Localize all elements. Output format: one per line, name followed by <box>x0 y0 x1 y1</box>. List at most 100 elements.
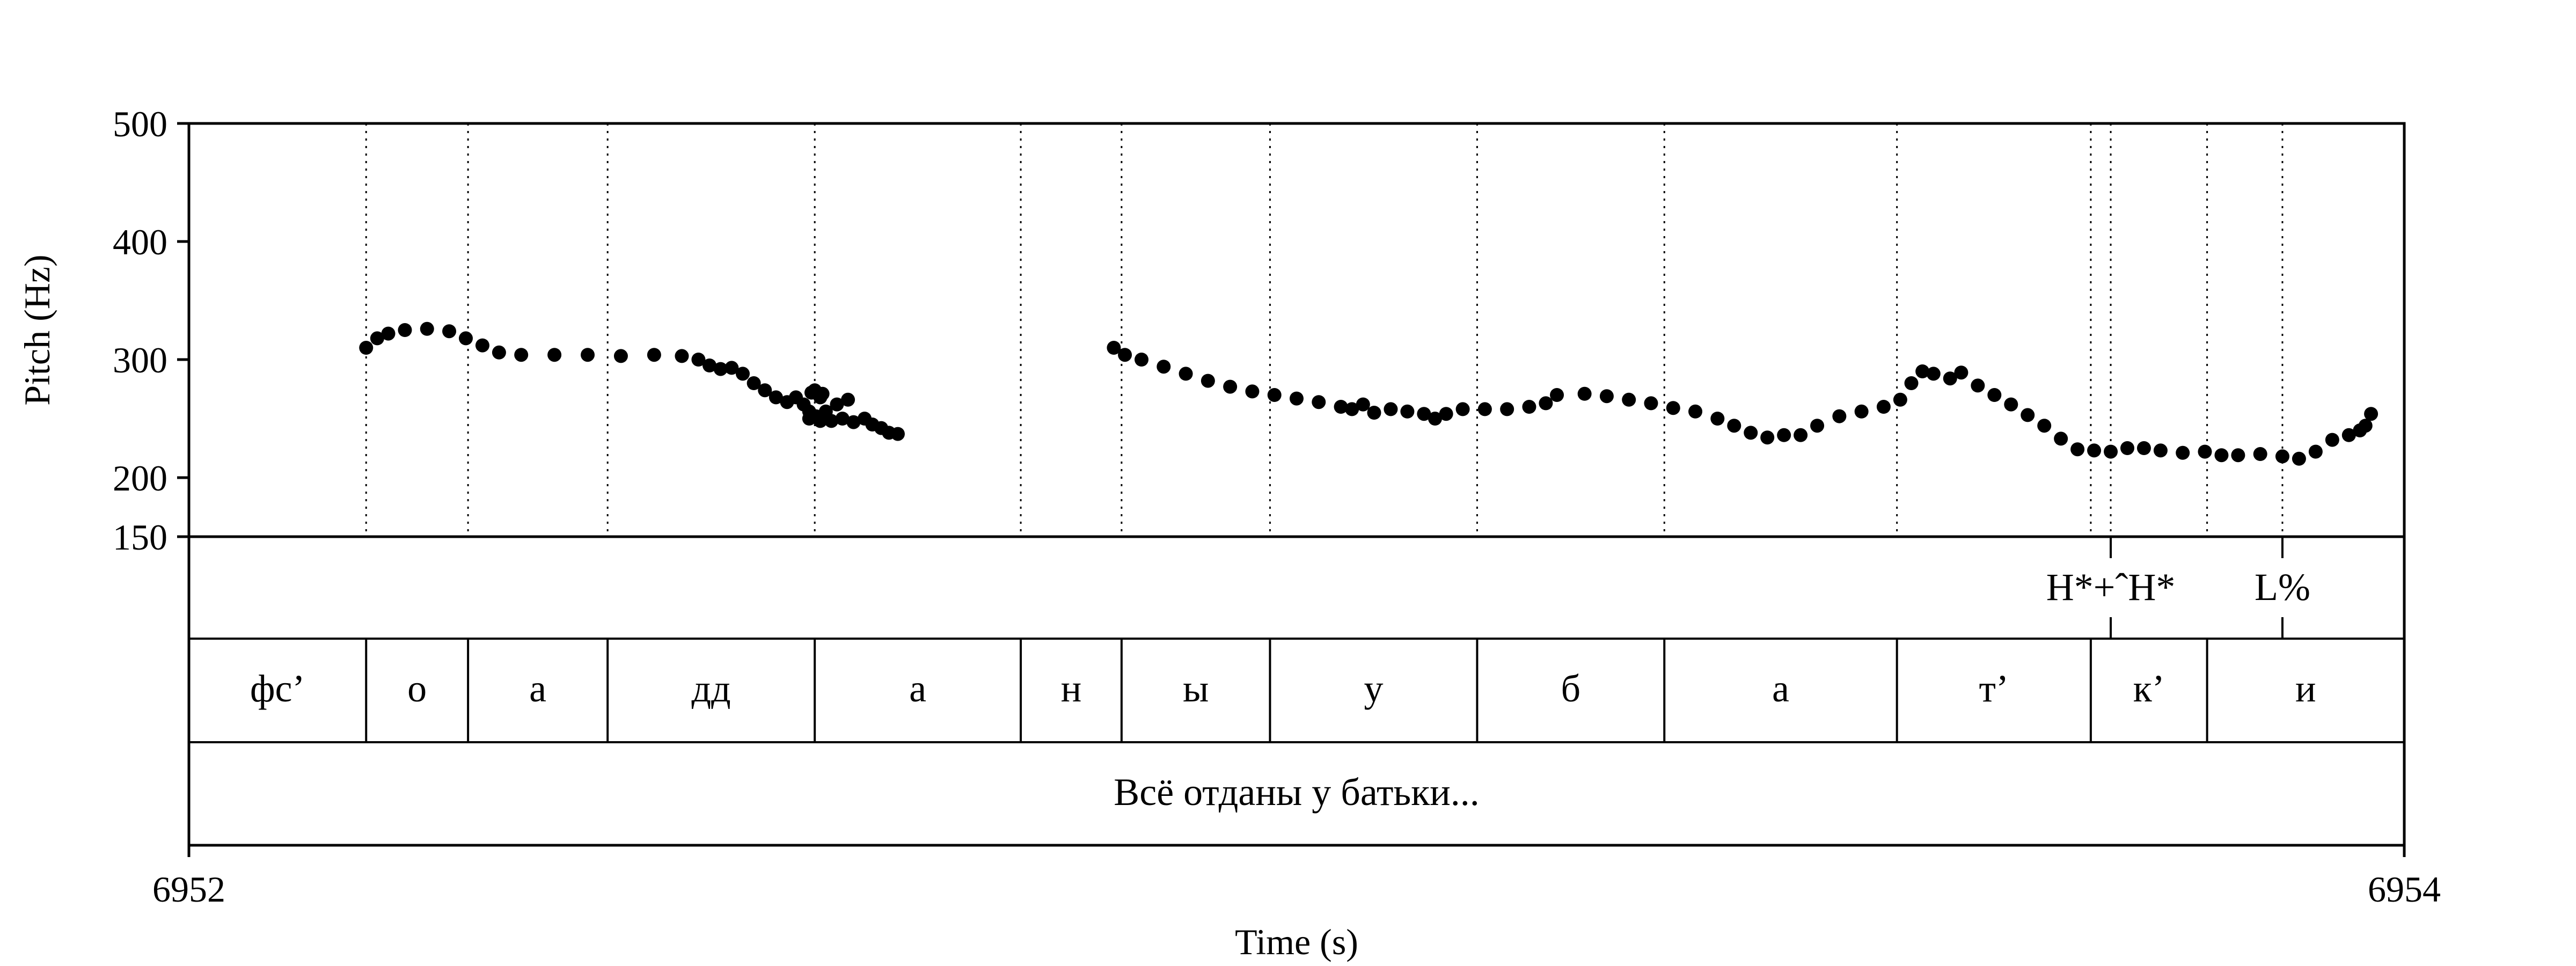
pitch-point <box>1179 367 1193 381</box>
pitch-point <box>1599 389 1614 404</box>
pitch-point <box>713 362 728 376</box>
pitch-point <box>2198 444 2212 459</box>
pitch-point <box>1428 412 1442 426</box>
pitch-point <box>514 348 529 362</box>
pitch-point <box>2358 419 2373 433</box>
sentence-label: Всё отданы у батьки... <box>1114 771 1480 814</box>
pitch-point <box>1477 402 1492 416</box>
pitch-point <box>1455 402 1470 416</box>
pitch-point <box>675 349 689 363</box>
phone-label: дд <box>692 667 731 710</box>
pitch-point <box>442 324 457 339</box>
pitch-point <box>2054 431 2068 446</box>
pitch-point <box>2292 451 2306 466</box>
pitch-point <box>547 348 562 362</box>
phone-label: о <box>407 667 427 710</box>
pitch-point <box>890 427 905 441</box>
pitch-point <box>1290 391 1304 406</box>
pitch-point <box>1345 402 1359 416</box>
phone-label: и <box>2295 667 2316 710</box>
pitch-point <box>736 367 750 381</box>
pitch-point <box>1943 371 1957 386</box>
phone-label: т’ <box>1979 667 2009 710</box>
pitch-point <box>1400 404 1415 419</box>
pitch-point <box>381 326 396 341</box>
pitch-point <box>1710 412 1725 426</box>
pitch-panel-frame <box>187 122 2406 538</box>
pitch-point <box>1727 419 1741 433</box>
pitch-point <box>2153 443 2168 458</box>
tone-label: H*+ˆH* <box>2046 566 2176 609</box>
pitch-point <box>1971 378 1985 393</box>
pitch-point <box>2176 445 2190 460</box>
pitch-point <box>459 331 473 346</box>
pitch-point <box>724 361 739 375</box>
tier-frame <box>187 535 2406 847</box>
phone-label: н <box>1061 667 1082 710</box>
pitch-point <box>1832 409 1847 423</box>
y-tick-label: 500 <box>113 104 167 144</box>
pitch-point <box>1550 388 1564 402</box>
pitch-point <box>691 353 706 367</box>
pitch-point <box>2214 448 2229 463</box>
pitch-point <box>1384 402 1398 416</box>
pitch-point <box>370 331 384 346</box>
pitch-point <box>2004 397 2018 412</box>
pitch-point <box>581 348 595 362</box>
pitch-point <box>1118 348 1132 362</box>
pitch-point <box>2120 441 2134 455</box>
pitch-point <box>1794 428 1808 442</box>
pitch-point <box>830 397 844 412</box>
pitch-point <box>2037 419 2052 433</box>
pitch-point <box>1810 419 1825 433</box>
y-tick-label: 150 <box>113 517 167 558</box>
pitch-point <box>1367 406 1381 420</box>
pitch-point <box>2325 433 2339 447</box>
pitch-point <box>2231 448 2245 463</box>
pitch-point <box>824 414 839 428</box>
y-tick-label: 400 <box>113 222 167 262</box>
pitch-point <box>1915 364 1930 378</box>
pitch-point <box>475 338 489 353</box>
pitch-point <box>2275 449 2289 464</box>
phone-label: фс’ <box>250 667 305 710</box>
pitch-point <box>1893 392 1907 407</box>
x-tick-label: 6954 <box>2368 869 2441 910</box>
pitch-point <box>2341 428 2356 442</box>
pitch-point <box>1223 379 1238 394</box>
pitch-point <box>359 341 374 355</box>
pitch-point <box>1954 365 1968 380</box>
phone-label: к’ <box>2133 667 2165 710</box>
pitch-point <box>2136 441 2151 455</box>
pitch-point <box>420 321 434 336</box>
pitch-point <box>1904 376 1919 390</box>
pitch-point <box>1312 395 1326 409</box>
pitch-point <box>1622 392 1636 407</box>
pitch-point <box>2021 408 2035 422</box>
pitch-point <box>2308 444 2323 459</box>
y-axis-label: Pitch (Hz) <box>17 254 57 405</box>
pitch-point <box>1107 341 1121 355</box>
pitch-point <box>1267 388 1282 402</box>
pitch-point <box>846 415 861 429</box>
pitch-point <box>1245 384 1260 399</box>
pitch-point <box>1777 428 1791 442</box>
x-axis-label: Time (s) <box>1235 921 1358 962</box>
pitch-point <box>758 383 772 398</box>
pitch-point <box>492 345 506 360</box>
phone-label: а <box>1772 667 1789 710</box>
pitch-point <box>809 409 823 423</box>
pitch-point <box>702 358 717 372</box>
pitch-point <box>815 386 830 401</box>
pitch-point <box>1439 407 1453 421</box>
pitch-point <box>1854 404 1869 419</box>
pitch-point <box>1744 426 1758 440</box>
pitch-point <box>1522 400 1536 414</box>
pitch-point <box>398 323 412 337</box>
phone-label: а <box>909 667 926 710</box>
pitch-point <box>1644 396 1658 411</box>
pitch-point <box>1577 386 1592 401</box>
pitch-point <box>1135 353 1149 367</box>
